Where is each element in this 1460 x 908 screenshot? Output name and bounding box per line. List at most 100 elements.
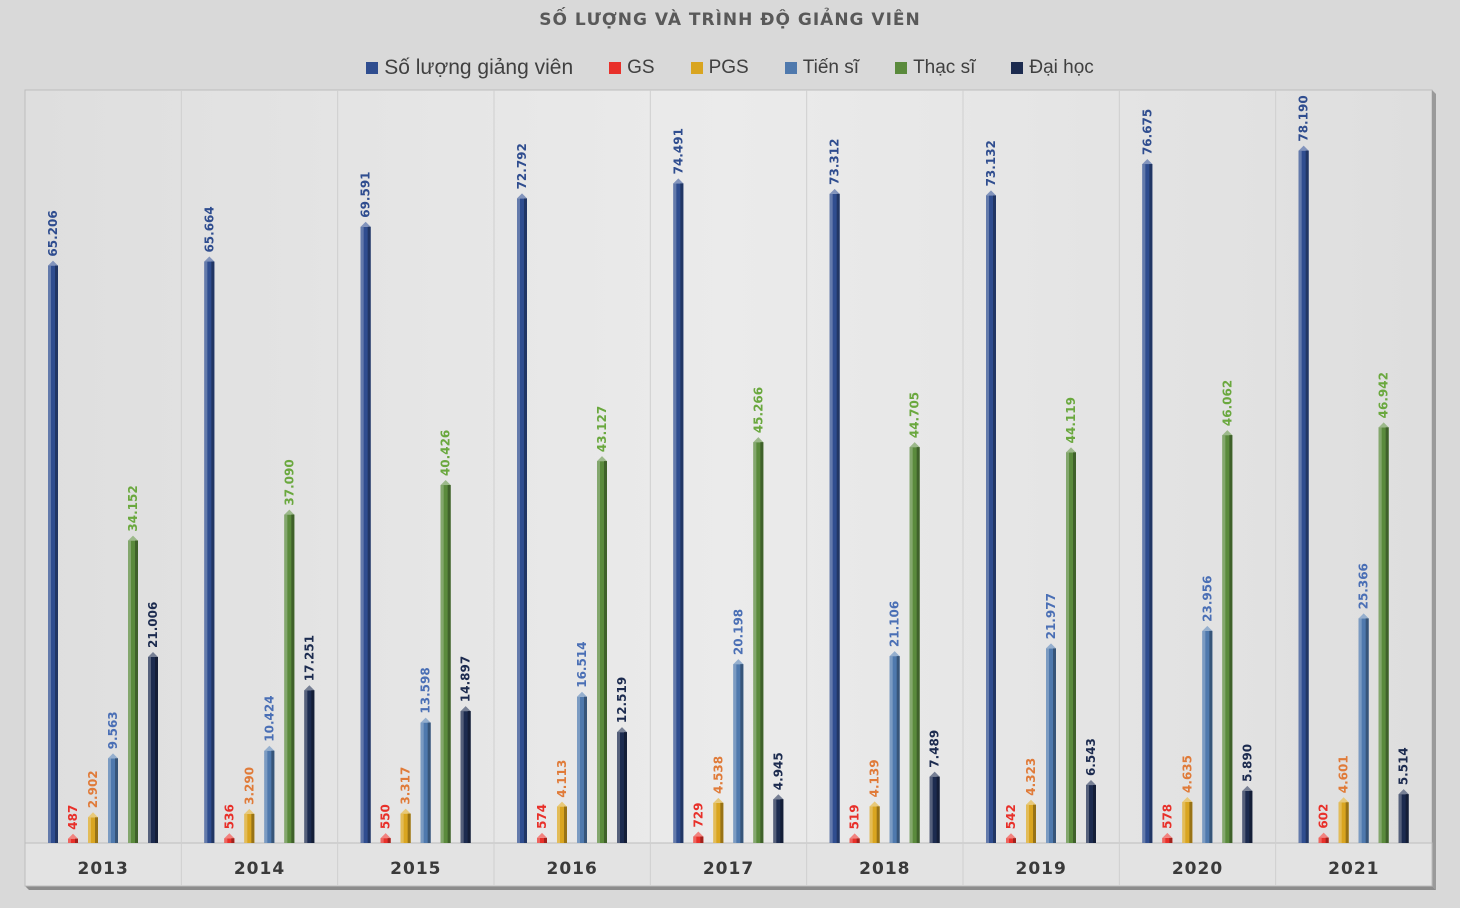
bar-highlight [48, 265, 51, 844]
bar-cap [128, 535, 138, 541]
bar-highlight [929, 776, 933, 843]
bar-cap [517, 193, 527, 199]
bar-front [537, 837, 547, 843]
bar-cap [400, 808, 411, 814]
bar-highlight [673, 183, 677, 843]
data-label: 10.424 [262, 695, 276, 741]
data-label: 69.591 [359, 171, 373, 217]
bar-front [597, 461, 607, 843]
bar [1182, 796, 1193, 843]
bar [597, 456, 607, 843]
bar-cap [284, 509, 295, 515]
bar-shade [1325, 837, 1329, 843]
bar-front [1046, 648, 1056, 843]
data-label: 5.890 [1240, 744, 1254, 782]
x-tick-label: 2015 [390, 859, 441, 879]
bar [128, 535, 138, 843]
frame-bottom-edge [25, 886, 1436, 890]
bar [1086, 780, 1096, 843]
bar [1066, 447, 1076, 843]
bar-cap [360, 221, 371, 227]
bar-cap [673, 178, 684, 184]
bar-highlight [1242, 790, 1246, 843]
bar-cap [1046, 643, 1056, 649]
legend-label-pgs: PGS [708, 57, 749, 78]
bar-highlight [360, 226, 364, 843]
legend-swatch-tien-si [784, 62, 797, 74]
bar-shade [524, 198, 527, 844]
bar-cap [1222, 430, 1233, 436]
bar-front [1182, 801, 1193, 843]
bar-shade [75, 838, 78, 843]
bar-shade [155, 656, 158, 843]
bar-shade [1229, 435, 1233, 843]
data-label: 4.601 [1337, 755, 1351, 793]
bar-front [264, 750, 275, 843]
bar-highlight [88, 817, 91, 843]
bar [108, 753, 118, 843]
bar [420, 717, 431, 843]
bar-highlight [420, 722, 424, 843]
legend-label-tien-si: Tiến sĩ [802, 57, 860, 78]
bar-front [1298, 150, 1309, 843]
bar-shade [1209, 630, 1213, 843]
x-tick-label: 2014 [234, 859, 285, 879]
bar-highlight [733, 664, 737, 843]
bar-cap [380, 833, 391, 839]
bar [773, 794, 784, 843]
bar-cap [1182, 796, 1193, 802]
bar-highlight [244, 813, 248, 843]
bar-cap [420, 717, 431, 723]
bar-shade [1305, 150, 1309, 843]
x-tick-label: 2016 [547, 859, 598, 879]
bar [264, 745, 275, 843]
data-label: 519 [848, 804, 862, 829]
bar-cap [929, 771, 940, 777]
bar [753, 437, 764, 843]
bar-shade [584, 696, 587, 843]
bar-front [1222, 435, 1233, 843]
bar-highlight [108, 758, 111, 843]
data-label: 14.897 [459, 656, 473, 702]
bar-highlight [693, 836, 697, 843]
bar-cap [1318, 832, 1329, 838]
bar [1378, 422, 1389, 843]
bar-front [400, 813, 411, 843]
bar-front [304, 690, 315, 843]
bar [1006, 833, 1016, 843]
bar-shade [1405, 794, 1409, 843]
bar-front [360, 226, 371, 843]
bar-front [909, 447, 920, 843]
bar-cap [537, 832, 547, 838]
bar-cap [304, 685, 315, 691]
bar-highlight [304, 690, 308, 843]
bar-shade [135, 540, 138, 843]
data-label: 21.977 [1044, 593, 1058, 639]
bar-front [1026, 804, 1036, 843]
bar-shade [836, 193, 840, 843]
bar-shade [936, 776, 940, 843]
bar-cap [68, 833, 78, 839]
bar-highlight [986, 195, 989, 843]
bar-front [440, 485, 451, 843]
bar-highlight [128, 540, 131, 843]
bar-shade [760, 442, 764, 843]
bar-front [1358, 618, 1369, 843]
data-label: 74.491 [671, 128, 685, 174]
bar [204, 256, 215, 843]
legend-swatch-dai-hoc [1011, 62, 1024, 74]
bar-shade [896, 656, 900, 843]
bar-front [244, 813, 255, 843]
data-label: 76.675 [1140, 109, 1154, 155]
bar-highlight [204, 261, 208, 843]
bar-highlight [1026, 804, 1029, 843]
bar-cap [753, 437, 764, 443]
bar-cap [869, 801, 880, 807]
bar-highlight [1298, 150, 1302, 843]
bar-front [48, 265, 58, 844]
data-label: 45.266 [751, 387, 765, 433]
bar-front [108, 758, 118, 843]
bar-highlight [400, 813, 404, 843]
bar-highlight [1222, 435, 1226, 843]
bar-cap [1298, 145, 1309, 151]
